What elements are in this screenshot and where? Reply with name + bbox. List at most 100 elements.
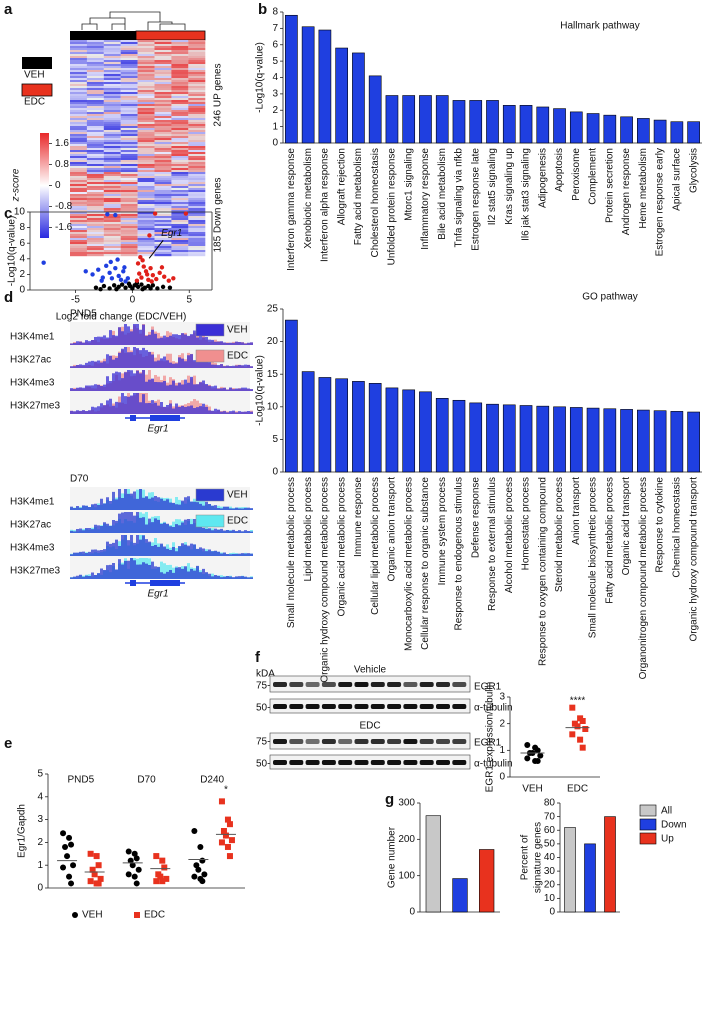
heatmap-cell <box>70 64 87 67</box>
heatmap-cell <box>154 106 172 109</box>
heatmap-cell <box>103 142 121 145</box>
heatmap-cell <box>188 182 206 185</box>
point <box>93 285 99 290</box>
heatmap-cell <box>70 122 87 125</box>
heatmap-cell <box>103 232 121 235</box>
heatmap-cell <box>103 138 121 141</box>
heatmap-cell <box>70 250 87 253</box>
heatmap-cell <box>120 64 138 67</box>
heatmap-cell <box>137 116 155 119</box>
heatmap-cell <box>154 228 172 231</box>
heatmap-cell <box>154 176 172 179</box>
heatmap-cell <box>137 218 155 221</box>
heatmap-cell <box>120 112 138 115</box>
heatmap-cell <box>120 236 138 239</box>
bar <box>285 14 298 144</box>
heatmap-cell <box>171 138 189 141</box>
heatmap-cell <box>86 138 104 141</box>
heatmap-cell <box>154 152 172 155</box>
heatmap-cell <box>171 172 189 175</box>
heatmap-cell <box>103 84 121 87</box>
blot-band <box>273 704 287 709</box>
blot-band <box>387 704 402 709</box>
heatmap-cell <box>171 162 189 165</box>
y-tick-label: 200 <box>398 834 415 845</box>
bar <box>385 95 399 144</box>
bar <box>637 118 650 144</box>
heatmap-cell <box>188 178 206 181</box>
heatmap-cell <box>154 92 172 95</box>
heatmap-cell <box>137 200 155 203</box>
heatmap-cell <box>70 136 87 139</box>
track-label: H3K27me3 <box>10 401 60 412</box>
heatmap-cell <box>120 206 138 209</box>
group-label: PND5 <box>67 775 94 786</box>
heatmap-cell <box>120 76 138 79</box>
heatmap-cell <box>188 136 206 139</box>
heatmap-cell <box>86 60 104 63</box>
heatmap-cell <box>120 154 138 157</box>
heatmap-cell <box>188 208 206 211</box>
group-label: D70 <box>137 775 156 786</box>
x-tick-label: Immune system process <box>437 477 448 585</box>
heatmap-cell <box>70 104 87 107</box>
heatmap-cell <box>137 82 155 85</box>
y-tick-label: 20 <box>267 336 279 347</box>
heatmap-cell <box>70 204 87 207</box>
legend-swatch <box>195 323 225 337</box>
point <box>155 286 160 291</box>
track-signal <box>70 324 253 345</box>
heatmap-cell <box>70 164 87 167</box>
heatmap-cell <box>103 92 121 95</box>
heatmap-cell <box>154 70 172 73</box>
heatmap-cell <box>70 40 87 43</box>
x-tick-label: Chemical homeostasis <box>672 477 683 578</box>
heatmap-cell <box>154 244 172 247</box>
x-tick-label: Protein secretion <box>604 148 615 223</box>
heatmap-cell <box>171 148 189 151</box>
heatmap-cell <box>154 216 172 219</box>
heatmap-cell <box>171 142 189 145</box>
heatmap-cell <box>120 152 138 155</box>
heatmap-cell <box>120 232 138 235</box>
heatmap-cell <box>171 88 189 91</box>
heatmap-cell <box>70 132 87 135</box>
heatmap-cell <box>137 168 155 171</box>
heatmap-cell <box>70 86 87 89</box>
y-tick-label: 1 <box>272 121 278 132</box>
heatmap-cell <box>70 188 87 191</box>
heatmap-cell <box>137 242 155 245</box>
heatmap-cell <box>137 44 155 47</box>
bar <box>584 843 596 913</box>
point <box>135 261 141 266</box>
heatmap-cell <box>70 128 87 131</box>
heatmap-cell <box>154 196 172 199</box>
blot-size: 50- <box>256 703 270 714</box>
heatmap-cell <box>120 182 138 185</box>
heatmap-cell <box>188 86 206 89</box>
heatmap-cell <box>86 158 104 161</box>
heatmap-cell <box>171 154 189 157</box>
heatmap-cell <box>154 182 172 185</box>
heatmap-cell <box>70 70 87 73</box>
heatmap-cell <box>188 56 206 59</box>
heatmap-cell <box>70 96 87 99</box>
blot-band <box>305 682 320 687</box>
heatmap-cell <box>137 182 155 185</box>
gene-exon <box>130 580 136 586</box>
x-tick-label: Lipid metabolic process <box>303 477 314 582</box>
bar <box>486 100 499 144</box>
y-tick-label: 3 <box>499 692 505 703</box>
heatmap-cell <box>86 78 104 81</box>
point <box>113 265 118 271</box>
heatmap-cell <box>188 88 206 91</box>
heatmap-cell <box>86 94 104 97</box>
y-tick-label: 4 <box>272 72 278 83</box>
heatmap-cell <box>86 92 104 95</box>
heatmap-cell <box>171 84 189 87</box>
heatmap-cell <box>86 168 104 171</box>
heatmap-cell <box>154 204 172 207</box>
heatmap-cell <box>86 228 104 231</box>
heatmap-cell <box>103 54 121 57</box>
heatmap-cell <box>171 218 189 221</box>
